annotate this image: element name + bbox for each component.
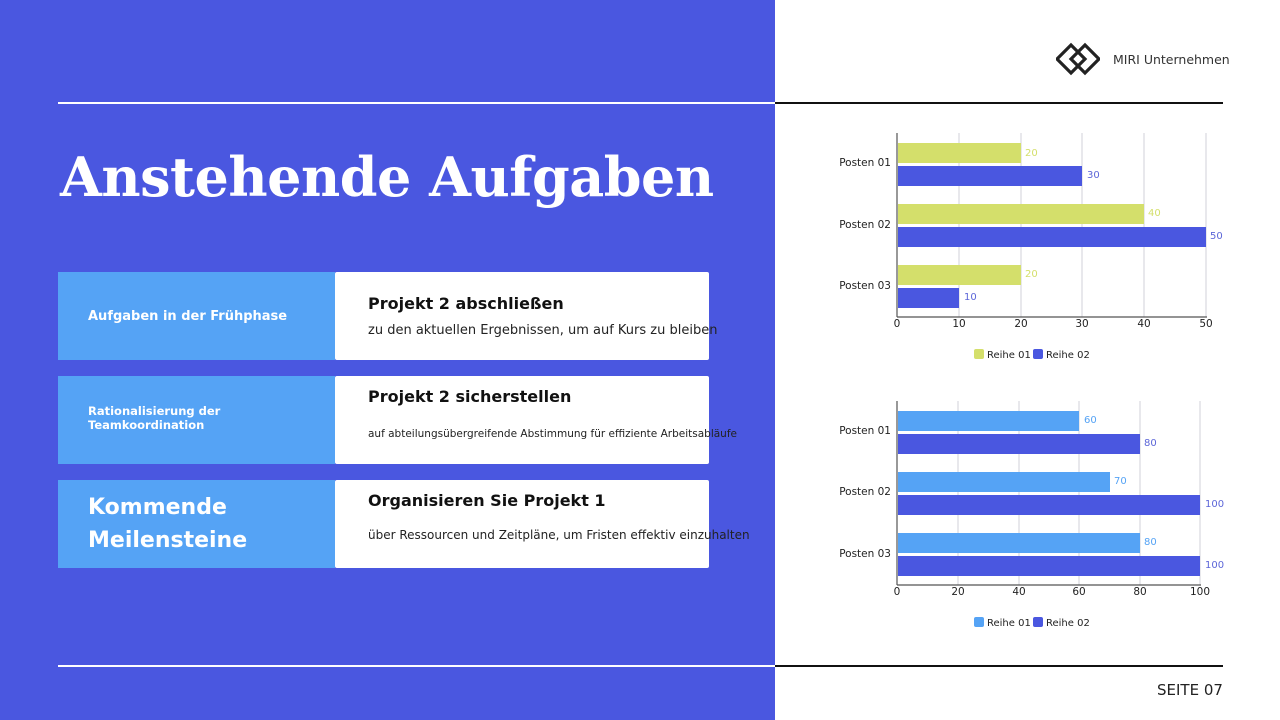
svg-text:Posten 02: Posten 02 — [839, 219, 891, 231]
task-row: Aufgaben in der Frühphase Projekt 2 absc… — [58, 272, 717, 360]
svg-text:30: 30 — [1087, 170, 1100, 181]
svg-text:20: 20 — [1025, 269, 1038, 280]
page-number: SEITE 07 — [1157, 681, 1223, 699]
svg-text:Reihe 02: Reihe 02 — [1046, 618, 1090, 629]
svg-text:80: 80 — [1133, 586, 1146, 598]
page-title: Anstehende Aufgaben — [60, 145, 714, 209]
svg-text:60: 60 — [1072, 586, 1085, 598]
svg-text:50: 50 — [1210, 231, 1223, 242]
svg-text:100: 100 — [1205, 560, 1224, 571]
svg-text:50: 50 — [1199, 318, 1212, 330]
svg-text:40: 40 — [1137, 318, 1150, 330]
svg-text:20: 20 — [1014, 318, 1027, 330]
svg-text:0: 0 — [894, 318, 901, 330]
top-divider-right — [775, 102, 1223, 104]
svg-text:Posten 01: Posten 01 — [839, 425, 891, 437]
svg-text:80: 80 — [1144, 537, 1157, 548]
task-card: Projekt 2 abschließen zu den aktuellen E… — [335, 272, 717, 360]
task-heading: Organisieren Sie Projekt 1 — [368, 491, 606, 510]
svg-text:20: 20 — [1025, 148, 1038, 159]
svg-text:10: 10 — [964, 292, 977, 303]
svg-text:Posten 03: Posten 03 — [839, 548, 891, 560]
task-description: über Ressourcen und Zeitpläne, um Friste… — [368, 528, 750, 542]
brand-name: MIRI Unternehmen — [1113, 52, 1230, 67]
svg-text:40: 40 — [1012, 586, 1025, 598]
svg-text:80: 80 — [1144, 438, 1157, 449]
task-description: zu den aktuellen Ergebnissen, um auf Kur… — [368, 323, 718, 338]
svg-text:20: 20 — [951, 586, 964, 598]
svg-text:100: 100 — [1190, 586, 1210, 598]
svg-text:70: 70 — [1114, 476, 1127, 487]
double-diamond-logo-icon — [1056, 42, 1100, 76]
task-heading: Projekt 2 sicherstellen — [368, 387, 572, 406]
svg-text:Posten 03: Posten 03 — [839, 280, 891, 292]
bar-chart-2: 60 80 70 100 80 100 Posten 01 Posten 02 … — [830, 395, 1230, 640]
bottom-divider-left — [58, 665, 775, 667]
task-category-label: Aufgaben in der Frühphase — [58, 272, 335, 360]
svg-text:0: 0 — [894, 586, 901, 598]
svg-text:40: 40 — [1148, 208, 1161, 219]
task-card: Organisieren Sie Projekt 1 über Ressourc… — [335, 480, 750, 568]
task-heading: Projekt 2 abschließen — [368, 294, 564, 313]
task-row: Kommende Meilensteine Organisieren Sie P… — [58, 480, 750, 568]
bar-chart-1: 20 30 40 50 20 10 Posten 01 Posten 02 Po… — [830, 125, 1230, 375]
task-category-label: Rationalisierung der Teamkoordination — [58, 376, 335, 464]
task-card: Projekt 2 sicherstellen auf abteilungsüb… — [335, 376, 737, 464]
task-description: auf abteilungsübergreifende Abstimmung f… — [368, 428, 737, 440]
right-panel — [775, 0, 1280, 720]
svg-text:100: 100 — [1205, 499, 1224, 510]
svg-text:Reihe 02: Reihe 02 — [1046, 350, 1090, 361]
task-category-label: Kommende Meilensteine — [58, 480, 335, 568]
svg-text:Reihe 01: Reihe 01 — [987, 618, 1031, 629]
svg-text:Posten 02: Posten 02 — [839, 486, 891, 498]
svg-text:Posten 01: Posten 01 — [839, 157, 891, 169]
bottom-divider-right — [775, 665, 1223, 667]
task-row: Rationalisierung der Teamkoordination Pr… — [58, 376, 737, 464]
svg-text:30: 30 — [1075, 318, 1088, 330]
svg-text:10: 10 — [952, 318, 965, 330]
top-divider-left — [58, 102, 775, 104]
svg-text:Reihe 01: Reihe 01 — [987, 350, 1031, 361]
left-panel — [0, 0, 775, 720]
svg-text:60: 60 — [1084, 415, 1097, 426]
